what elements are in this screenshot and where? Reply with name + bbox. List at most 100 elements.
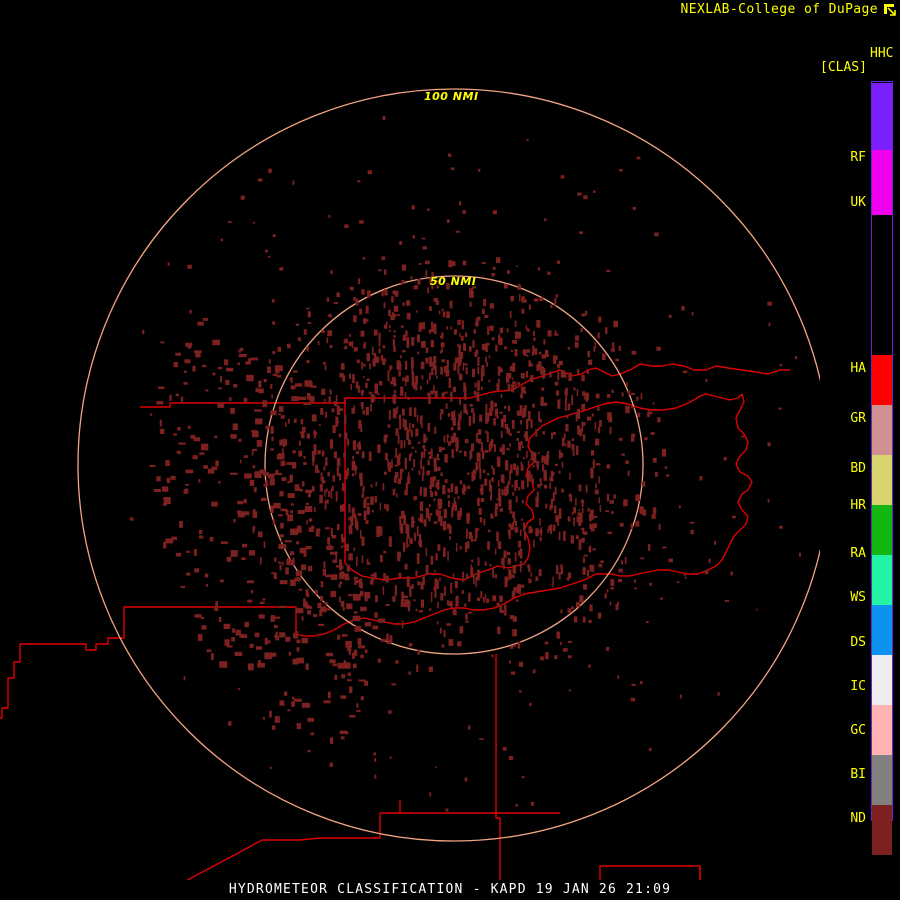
- echo-pixel: [589, 604, 593, 612]
- echo-pixel: [571, 395, 574, 406]
- echo-pixel: [239, 459, 242, 464]
- echo-pixel: [336, 565, 339, 568]
- colorbar-band-rain: [872, 555, 892, 605]
- echo-pixel: [558, 572, 561, 580]
- echo-pixel: [488, 355, 491, 359]
- echo-pixel: [434, 570, 436, 573]
- echo-pixel: [391, 459, 393, 469]
- echo-pixel: [522, 349, 527, 355]
- echo-pixel: [569, 472, 571, 480]
- echo-pixel: [218, 617, 222, 622]
- echo-pixel: [538, 419, 542, 423]
- color-scale-bar[interactable]: [871, 81, 893, 900]
- echo-pixel: [445, 369, 450, 377]
- echo-pixel: [423, 433, 426, 443]
- echo-pixel: [323, 602, 328, 605]
- echo-pixel: [427, 287, 430, 294]
- echo-pixel: [538, 411, 540, 421]
- echo-pixel: [598, 316, 602, 323]
- echo-pixel: [429, 356, 432, 367]
- echo-pixel: [330, 574, 338, 580]
- echo-pixel: [340, 508, 344, 512]
- echo-pixel: [427, 208, 430, 211]
- echo-pixel: [288, 651, 292, 656]
- echo-pixel: [575, 413, 578, 422]
- echo-pixel: [364, 622, 372, 627]
- echo-pixel: [449, 300, 453, 309]
- echo-pixel: [276, 375, 282, 378]
- echo-pixel: [558, 508, 562, 519]
- echo-pixel: [566, 577, 570, 581]
- echo-pixel: [307, 717, 314, 722]
- echo-pixel: [248, 663, 254, 671]
- echo-pixel: [345, 543, 349, 551]
- echo-pixel: [451, 411, 455, 421]
- echo-pixel: [409, 643, 413, 646]
- echo-pixel: [239, 347, 244, 352]
- echo-pixel: [402, 417, 405, 428]
- echo-pixel: [329, 345, 333, 348]
- echo-pixel: [664, 466, 668, 469]
- echo-pixel: [634, 587, 637, 590]
- resize-arrow-icon[interactable]: [883, 3, 897, 18]
- echo-pixel: [433, 385, 435, 394]
- echo-pixel: [326, 546, 334, 550]
- echo-pixel: [582, 529, 585, 534]
- echo-pixel: [171, 536, 177, 541]
- echo-pixel: [560, 609, 563, 614]
- echo-pixel: [424, 449, 427, 452]
- echo-pixel: [285, 567, 289, 575]
- echo-pixel: [303, 598, 306, 603]
- echo-pixel: [368, 451, 372, 462]
- echo-pixel: [142, 329, 145, 335]
- echo-pixel: [211, 501, 218, 507]
- echo-pixel: [324, 364, 327, 371]
- echo-pixel: [486, 431, 489, 443]
- echo-pixel: [523, 353, 527, 357]
- radar-display-canvas[interactable]: 100 NMI 50 NMI: [0, 18, 820, 880]
- echo-pixel: [306, 359, 310, 364]
- echo-pixel: [439, 627, 442, 634]
- echo-pixel: [435, 553, 438, 561]
- echo-pixel: [341, 545, 343, 548]
- echo-pixel: [429, 792, 432, 797]
- echo-pixel: [648, 747, 652, 751]
- echo-pixel: [499, 447, 503, 452]
- echo-pixel: [339, 581, 343, 585]
- echo-pixel: [433, 521, 438, 524]
- echo-pixel: [478, 462, 481, 470]
- echo-pixel: [183, 676, 186, 681]
- echo-pixel: [472, 412, 475, 424]
- echo-pixel: [512, 616, 517, 622]
- echo-pixel: [419, 513, 424, 523]
- echo-pixel: [580, 499, 584, 503]
- echo-pixel: [268, 168, 272, 173]
- echo-pixel: [392, 376, 396, 380]
- echo-pixel: [428, 329, 432, 334]
- echo-pixel: [540, 656, 544, 661]
- echo-pixel: [421, 375, 424, 380]
- echo-pixel: [393, 330, 396, 333]
- echo-pixel: [585, 484, 588, 493]
- echo-pixel: [606, 589, 609, 593]
- echo-pixel: [598, 476, 600, 484]
- echo-pixel: [411, 521, 416, 524]
- echo-pixel: [525, 435, 529, 442]
- echo-pixel: [612, 342, 615, 349]
- echo-pixel: [388, 710, 392, 714]
- echo-pixel: [346, 467, 349, 476]
- echo-pixel: [306, 520, 308, 525]
- legend-product-label: HHC: [870, 46, 894, 61]
- echo-pixel: [429, 306, 432, 311]
- echo-pixel: [473, 390, 477, 396]
- echo-pixel: [484, 561, 487, 566]
- echo-pixel: [352, 440, 357, 451]
- echo-pixel: [430, 340, 434, 348]
- echo-pixel: [272, 373, 278, 376]
- echo-pixel: [489, 325, 494, 331]
- colorbar-band-graupel: [872, 405, 892, 455]
- echo-pixel: [361, 493, 365, 498]
- echo-pixel: [452, 503, 454, 508]
- echo-pixel: [398, 371, 401, 377]
- echo-pixel: [522, 408, 527, 418]
